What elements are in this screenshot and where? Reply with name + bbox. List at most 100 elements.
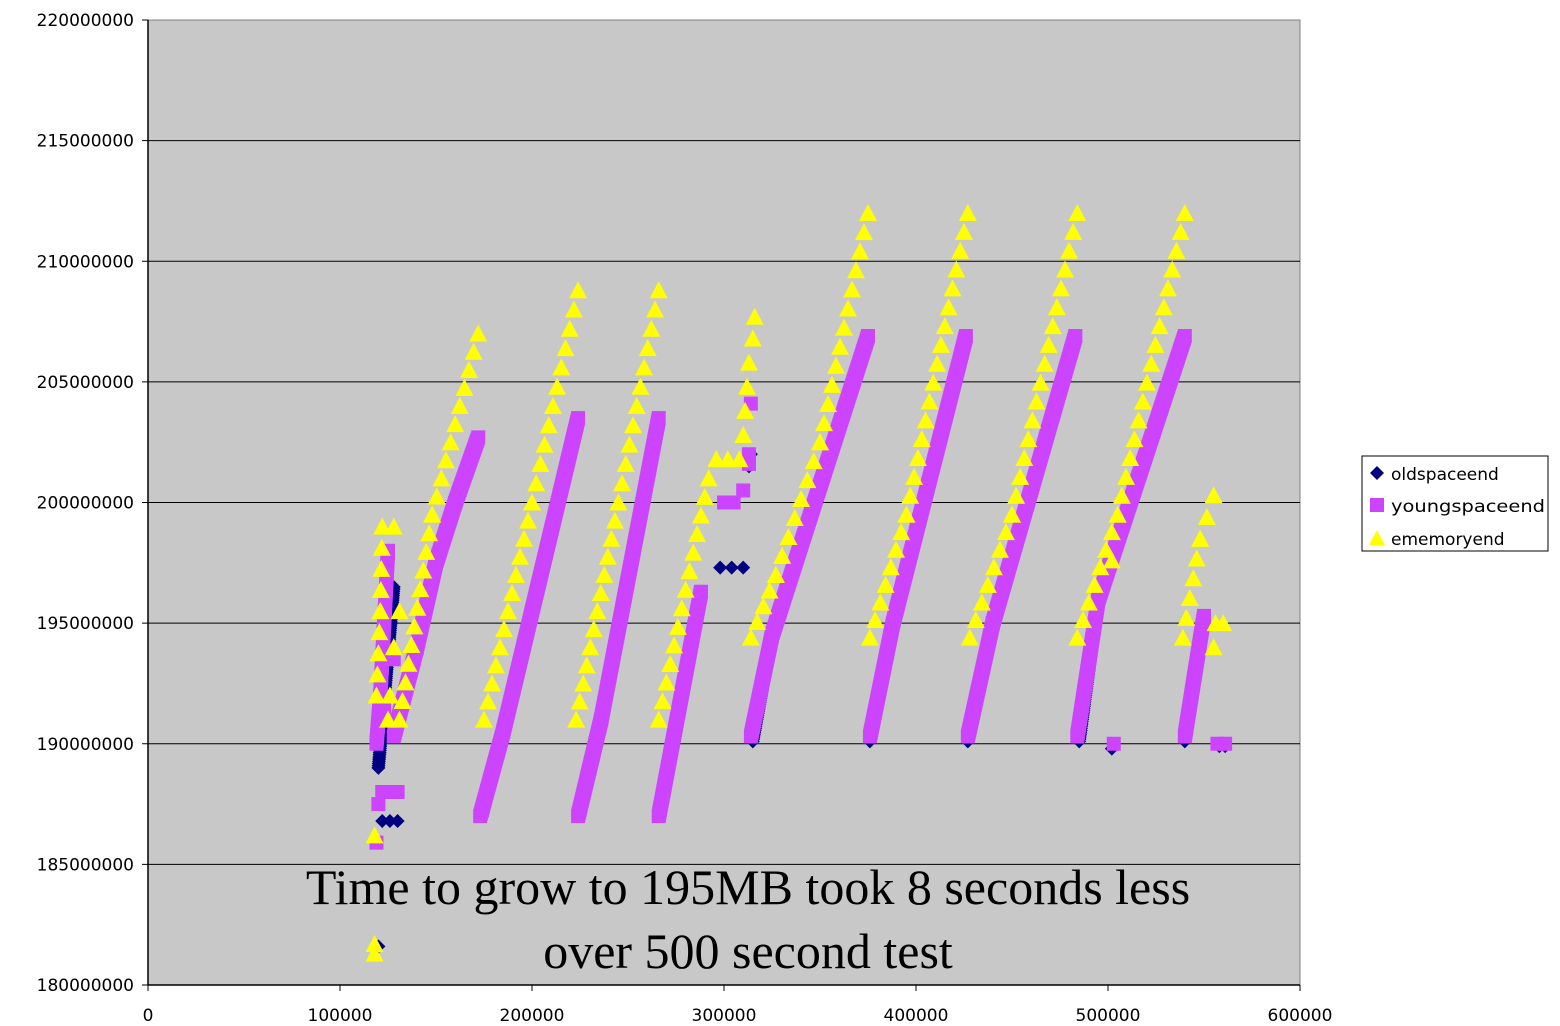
legend-marker-youngspaceend <box>1370 498 1384 512</box>
ememoryend-point <box>368 665 387 683</box>
ememoryend-point <box>766 565 785 583</box>
oldspaceend-point <box>382 813 397 828</box>
series-ememoryend <box>365 204 1233 962</box>
oldspaceend-point <box>736 560 751 575</box>
ememoryend-point <box>785 509 804 527</box>
youngspaceend-point <box>371 797 386 812</box>
ememoryend-point <box>605 511 624 529</box>
ememoryend-point <box>370 623 389 641</box>
ememoryend-point <box>631 377 650 395</box>
ememoryend-point <box>1068 204 1087 221</box>
ememoryend-point <box>371 580 390 598</box>
ememoryend-point <box>405 617 424 635</box>
ememoryend-point <box>649 281 668 299</box>
ememoryend-point <box>739 353 758 371</box>
ememoryend-point <box>955 222 973 240</box>
ememoryend-point <box>436 451 455 469</box>
ememoryend-point <box>372 538 391 556</box>
oldspaceend-point <box>713 560 728 575</box>
ememoryend-point <box>390 602 409 620</box>
ememoryend-point <box>847 261 865 279</box>
ememoryend-point <box>1175 204 1194 221</box>
ememoryend-point <box>707 450 726 468</box>
ememoryend-point <box>552 358 571 376</box>
ememoryend-point <box>598 547 617 565</box>
ememoryend-point <box>367 686 386 704</box>
ememoryend-point <box>943 279 962 297</box>
ememoryend-point <box>414 561 433 579</box>
youngspaceend-point <box>651 411 666 426</box>
youngspaceend-point <box>390 785 405 799</box>
ememoryend-point <box>417 542 436 560</box>
ememoryend-point <box>738 377 757 395</box>
ememoryend-point <box>588 602 607 620</box>
oldspaceend-point <box>375 813 390 828</box>
ememoryend-point <box>839 299 857 317</box>
ememoryend-point <box>718 450 737 468</box>
ememoryend-point <box>1184 569 1203 587</box>
ememoryend-point <box>577 656 596 674</box>
ememoryend-point <box>691 506 710 524</box>
ememoryend-point <box>736 401 755 419</box>
ememoryend-point <box>990 540 1009 558</box>
ememoryend-point <box>1011 467 1030 485</box>
ememoryend-point <box>730 450 749 468</box>
y-tick-label: 190000000 <box>37 735 134 755</box>
ememoryend-point <box>373 517 392 535</box>
youngspaceend-point <box>1177 329 1192 344</box>
ememoryend-point <box>527 474 546 492</box>
ememoryend-point <box>620 435 639 453</box>
ememoryend-point <box>897 505 916 523</box>
ememoryend-point <box>859 204 877 221</box>
ememoryend-point <box>1085 575 1104 593</box>
youngspaceend-point <box>377 700 392 715</box>
ememoryend-point <box>760 581 779 599</box>
ememoryend-point <box>1039 335 1058 353</box>
ememoryend-point <box>523 493 541 511</box>
youngspaceend-point <box>1218 736 1233 751</box>
ememoryend-point <box>450 397 469 414</box>
ememoryend-point <box>402 636 421 654</box>
ememoryend-point <box>871 593 890 611</box>
ememoryend-point <box>642 319 661 337</box>
youngspaceend-point <box>736 483 751 498</box>
ememoryend-point <box>567 710 586 728</box>
ememoryend-point <box>835 318 853 336</box>
ememoryend-point <box>1027 392 1046 410</box>
legend-box <box>1361 455 1549 552</box>
ememoryend-point <box>1079 593 1098 611</box>
ememoryend-point <box>1171 222 1190 240</box>
ememoryend-point <box>886 540 905 558</box>
ememoryend-point <box>743 329 762 347</box>
ememoryend-point <box>369 644 388 662</box>
ememoryend-point <box>1138 373 1156 391</box>
ememoryend-point <box>754 597 773 615</box>
ememoryend-point <box>924 373 943 391</box>
series-youngspaceend <box>369 329 1233 850</box>
ememoryend-point <box>1204 486 1223 504</box>
ememoryend-point <box>543 397 562 414</box>
x-tick-label: 300000 <box>692 1006 757 1026</box>
ememoryend-point <box>569 281 588 299</box>
ememoryend-point <box>507 565 525 583</box>
ememoryend-point <box>475 710 493 728</box>
ememoryend-point <box>1074 611 1093 629</box>
ememoryend-point <box>1121 449 1140 467</box>
ememoryend-point <box>491 638 509 656</box>
ememoryend-point <box>556 339 575 357</box>
ememoryend-point <box>613 474 632 492</box>
ememoryend-point <box>581 638 600 656</box>
ememoryend-point <box>1133 392 1152 410</box>
ememoryend-point <box>1117 467 1135 485</box>
ememoryend-point <box>1091 558 1110 576</box>
ememoryend-point <box>851 242 869 260</box>
ememoryend-point <box>661 654 680 672</box>
ememoryend-point <box>591 583 610 601</box>
ememoryend-point <box>939 298 958 316</box>
ememoryend-point <box>741 628 760 646</box>
ememoryend-point <box>931 335 950 353</box>
ememoryend-point <box>996 523 1015 541</box>
ememoryend-point <box>688 525 707 543</box>
ememoryend-point <box>1056 260 1075 278</box>
ememoryend-point <box>1129 411 1148 429</box>
